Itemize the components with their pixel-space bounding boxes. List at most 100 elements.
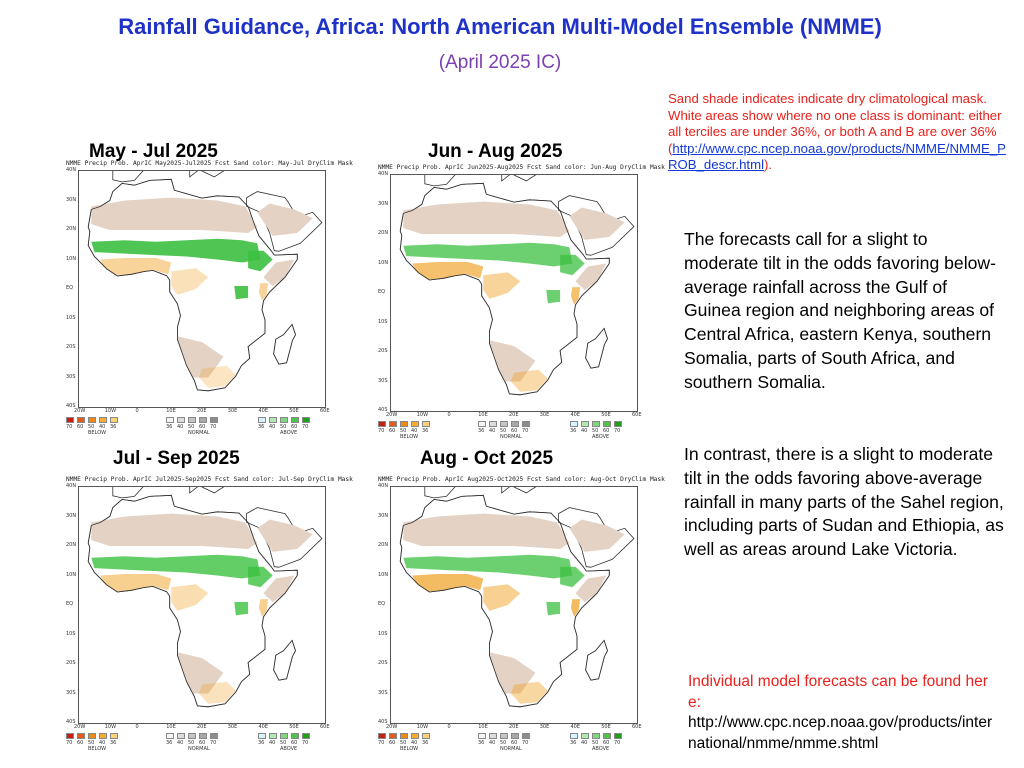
latitude-label: 30S <box>66 689 76 696</box>
colorbar-label-below: BELOW <box>88 430 107 436</box>
colorbar-value-below: 70 <box>66 740 73 746</box>
colorbar-swatch-above <box>258 733 266 739</box>
colorbar-value-below: 60 <box>77 424 84 430</box>
colorbar-value-above: 36 <box>570 428 577 434</box>
page-subtitle: (April 2025 IC) <box>438 52 562 73</box>
above-normal-sahel <box>403 554 573 579</box>
latitude-label: 30S <box>66 373 76 380</box>
map-panel-may-jul: NMME Precip Prob. AprIC May2025-Jul2025 … <box>66 160 353 450</box>
colorbar-swatch-above <box>614 733 622 739</box>
colorbar-swatch-below <box>378 733 386 739</box>
map-panel-jun-aug: NMME Precip Prob. AprIC Jun2025-Aug2025 … <box>378 164 665 454</box>
longitude-label: 50E <box>601 724 611 730</box>
colorbar-value-above: 50 <box>592 740 599 746</box>
colorbar-value-normal: 60 <box>199 740 206 746</box>
colorbar-swatch-above <box>302 733 310 739</box>
longitude-label: 40E <box>258 724 269 730</box>
colorbar-swatch-above <box>603 421 611 427</box>
colorbar-swatch-normal <box>489 421 497 427</box>
dry-mask-sahara <box>403 513 570 549</box>
colorbar-swatch-below <box>389 421 397 427</box>
longitude-label: 60E <box>632 412 642 418</box>
africa-map <box>399 487 635 708</box>
colorbar-swatch-above <box>291 733 299 739</box>
dry-mask-arabia <box>569 519 625 552</box>
colorbar-value-normal: 40 <box>489 740 496 746</box>
below-normal-eastern-kenya <box>258 283 269 301</box>
forecast-summary-above: In contrast, there is a slight to modera… <box>684 444 1004 560</box>
above-normal-lake-victoria <box>546 602 561 616</box>
map-header: NMME Precip Prob. AprIC Jul2025-Sep2025 … <box>66 476 353 483</box>
above-normal-ethiopia <box>248 250 273 272</box>
colorbar-value-normal: 60 <box>199 424 206 430</box>
below-normal-south-africa <box>198 365 236 388</box>
colorbar-swatch-normal <box>478 733 486 739</box>
mask-note-link-open: ( <box>668 140 673 156</box>
colorbar-value-below: 50 <box>88 424 95 430</box>
dry-mask-southwest <box>177 336 224 378</box>
period-title-may-jul: May - Jul 2025 <box>89 141 218 162</box>
colorbar-swatch-below <box>99 417 107 423</box>
colorbar-value-normal: 60 <box>511 740 518 746</box>
colorbar-value-normal: 50 <box>500 740 507 746</box>
madagascar-coastline <box>273 639 296 681</box>
above-normal-ethiopia <box>248 566 273 588</box>
colorbar-value-normal: 36 <box>478 428 485 434</box>
colorbar-value-above: 60 <box>603 428 610 434</box>
latitude-label: 10N <box>66 255 77 262</box>
colorbar-value-below: 70 <box>378 740 385 746</box>
colorbar-swatch-below <box>422 733 430 739</box>
colorbar-value-normal: 60 <box>511 428 518 434</box>
latitude-label: EQ <box>66 601 74 607</box>
below-normal-central-africa <box>483 584 521 611</box>
footer-note-text: Individual model forecasts can be found … <box>688 673 988 711</box>
colorbar-value-above: 50 <box>592 428 599 434</box>
latitude-label: 20S <box>378 348 388 354</box>
map-panel-aug-oct: NMME Precip Prob. AprIC Aug2025-Oct2025 … <box>378 476 665 766</box>
latitude-label: 20S <box>66 344 76 350</box>
forecast-summary-below: The forecasts call for a slight to moder… <box>684 229 996 392</box>
colorbar-label-normal: NORMAL <box>500 434 522 440</box>
above-normal-sahel <box>91 554 261 579</box>
colorbar-value-normal: 70 <box>210 740 217 746</box>
longitude-label: 30E <box>227 724 238 730</box>
nmme-description-link[interactable]: http://www.cpc.ncep.noaa.gov/products/NM… <box>668 140 1006 173</box>
europe-landmass <box>112 487 225 499</box>
below-normal-central-africa <box>171 268 209 295</box>
dry-mask-arabia <box>257 203 313 236</box>
colorbar-value-normal: 40 <box>177 424 184 430</box>
longitude-label: 50E <box>601 412 611 418</box>
longitude-label: 0 <box>447 724 451 730</box>
longitude-label: 20E <box>197 724 207 730</box>
colorbar-value-above: 60 <box>291 740 298 746</box>
longitude-label: 20E <box>509 412 519 418</box>
colorbar-value-normal: 50 <box>500 428 507 434</box>
latitude-label: 10N <box>66 571 77 578</box>
longitude-label: 0 <box>135 724 139 730</box>
map-frame <box>390 174 638 412</box>
colorbar-value-above: 70 <box>614 740 621 746</box>
map-panel-jul-sep: NMME Precip Prob. AprIC Jul2025-Sep2025 … <box>66 476 353 766</box>
dry-mask-southwest <box>489 652 536 694</box>
colorbar-swatch-below <box>99 733 107 739</box>
period-title-jun-aug: Jun - Aug 2025 <box>428 141 563 162</box>
colorbar-value-above: 60 <box>291 424 298 430</box>
colorbar-swatch-normal <box>522 733 530 739</box>
colorbar-swatch-above <box>581 421 589 427</box>
colorbar-value-below: 36 <box>110 740 117 746</box>
longitude-label: 20W <box>386 724 398 730</box>
colorbar-label-normal: NORMAL <box>500 746 522 752</box>
longitude-label: 10W <box>416 412 429 418</box>
colorbar-value-below: 70 <box>66 424 73 430</box>
footer-url[interactable]: http://www.cpc.ncep.noaa.gov/products/in… <box>688 714 993 752</box>
colorbar-value-normal: 50 <box>188 740 195 746</box>
longitude-label: 10E <box>478 412 488 418</box>
colorbar-value-normal: 36 <box>166 424 173 430</box>
colorbar-swatch-below <box>88 733 96 739</box>
colorbar-swatch-normal <box>489 733 497 739</box>
longitude-label: 30E <box>227 408 238 414</box>
longitude-label: 20E <box>197 408 207 414</box>
colorbar-swatch-normal <box>210 733 218 739</box>
longitude-label: 10E <box>166 724 176 730</box>
dry-mask-sahara <box>403 201 570 237</box>
